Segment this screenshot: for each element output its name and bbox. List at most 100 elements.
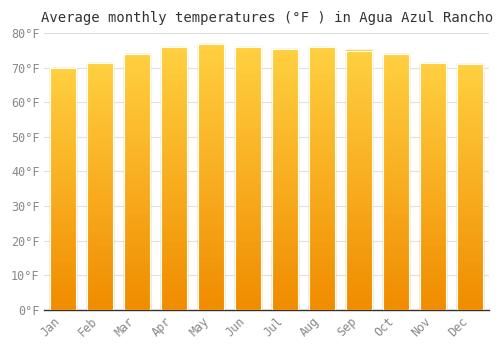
Bar [310, 63, 335, 68]
Bar [50, 174, 76, 179]
Bar [161, 304, 187, 310]
Bar [310, 294, 335, 299]
Bar [272, 80, 298, 85]
Bar [384, 259, 409, 264]
Bar [198, 54, 224, 60]
Bar [346, 102, 372, 107]
Bar [310, 231, 335, 236]
Bar [198, 272, 224, 278]
Bar [346, 299, 372, 304]
Bar [124, 151, 150, 156]
Bar [420, 226, 446, 231]
Bar [87, 305, 113, 310]
Bar [458, 256, 483, 261]
Bar [346, 123, 372, 128]
Bar [198, 91, 224, 97]
Bar [124, 243, 150, 248]
Bar [346, 201, 372, 206]
Bar [420, 117, 446, 122]
Bar [235, 142, 261, 147]
Bar [161, 158, 187, 163]
Bar [124, 197, 150, 202]
Bar [124, 177, 150, 182]
Bar [198, 203, 224, 209]
Bar [87, 236, 113, 240]
Bar [87, 166, 113, 172]
Bar [198, 134, 224, 139]
Bar [272, 268, 298, 273]
Bar [420, 186, 446, 191]
Bar [87, 275, 113, 280]
Bar [50, 237, 76, 242]
Bar [198, 118, 224, 124]
Bar [384, 228, 409, 233]
Bar [346, 133, 372, 139]
Bar [124, 54, 150, 59]
Bar [87, 107, 113, 112]
Bar [235, 131, 261, 136]
Bar [87, 221, 113, 226]
Bar [346, 66, 372, 71]
Bar [124, 110, 150, 116]
Bar [198, 198, 224, 203]
Bar [235, 257, 261, 262]
Bar [161, 84, 187, 89]
Bar [458, 177, 483, 182]
Bar [346, 196, 372, 201]
Bar [50, 281, 76, 286]
Bar [420, 260, 446, 265]
Bar [272, 231, 298, 237]
Bar [310, 158, 335, 163]
Bar [161, 47, 187, 52]
Bar [420, 161, 446, 166]
Bar [161, 136, 187, 142]
Bar [161, 78, 187, 84]
Bar [420, 87, 446, 92]
Bar [272, 221, 298, 226]
Bar [420, 176, 446, 181]
Bar [198, 219, 224, 225]
Bar [235, 220, 261, 226]
Bar [458, 226, 483, 231]
Bar [87, 206, 113, 211]
Bar [124, 218, 150, 223]
Bar [272, 117, 298, 122]
Bar [161, 194, 187, 200]
Bar [384, 151, 409, 156]
Bar [346, 82, 372, 87]
Bar [50, 300, 76, 305]
Bar [384, 69, 409, 75]
Bar [310, 168, 335, 173]
Bar [50, 261, 76, 266]
Bar [458, 182, 483, 187]
Bar [50, 140, 76, 145]
Bar [420, 265, 446, 270]
Bar [310, 52, 335, 57]
Bar [235, 73, 261, 78]
Bar [50, 276, 76, 281]
Bar [50, 286, 76, 290]
Bar [346, 268, 372, 273]
Bar [161, 231, 187, 236]
Bar [420, 137, 446, 142]
Bar [235, 199, 261, 205]
Bar [50, 97, 76, 101]
Bar [235, 231, 261, 236]
Bar [310, 236, 335, 242]
Bar [198, 288, 224, 294]
Bar [161, 47, 187, 310]
Bar [272, 96, 298, 101]
Bar [161, 294, 187, 299]
Bar [384, 233, 409, 238]
Bar [420, 92, 446, 97]
Bar [124, 172, 150, 177]
Bar [161, 110, 187, 116]
Bar [384, 208, 409, 212]
Bar [458, 123, 483, 128]
Bar [420, 236, 446, 240]
Bar [50, 169, 76, 174]
Bar [50, 102, 76, 106]
Bar [198, 257, 224, 262]
Bar [272, 278, 298, 284]
Bar [235, 173, 261, 178]
